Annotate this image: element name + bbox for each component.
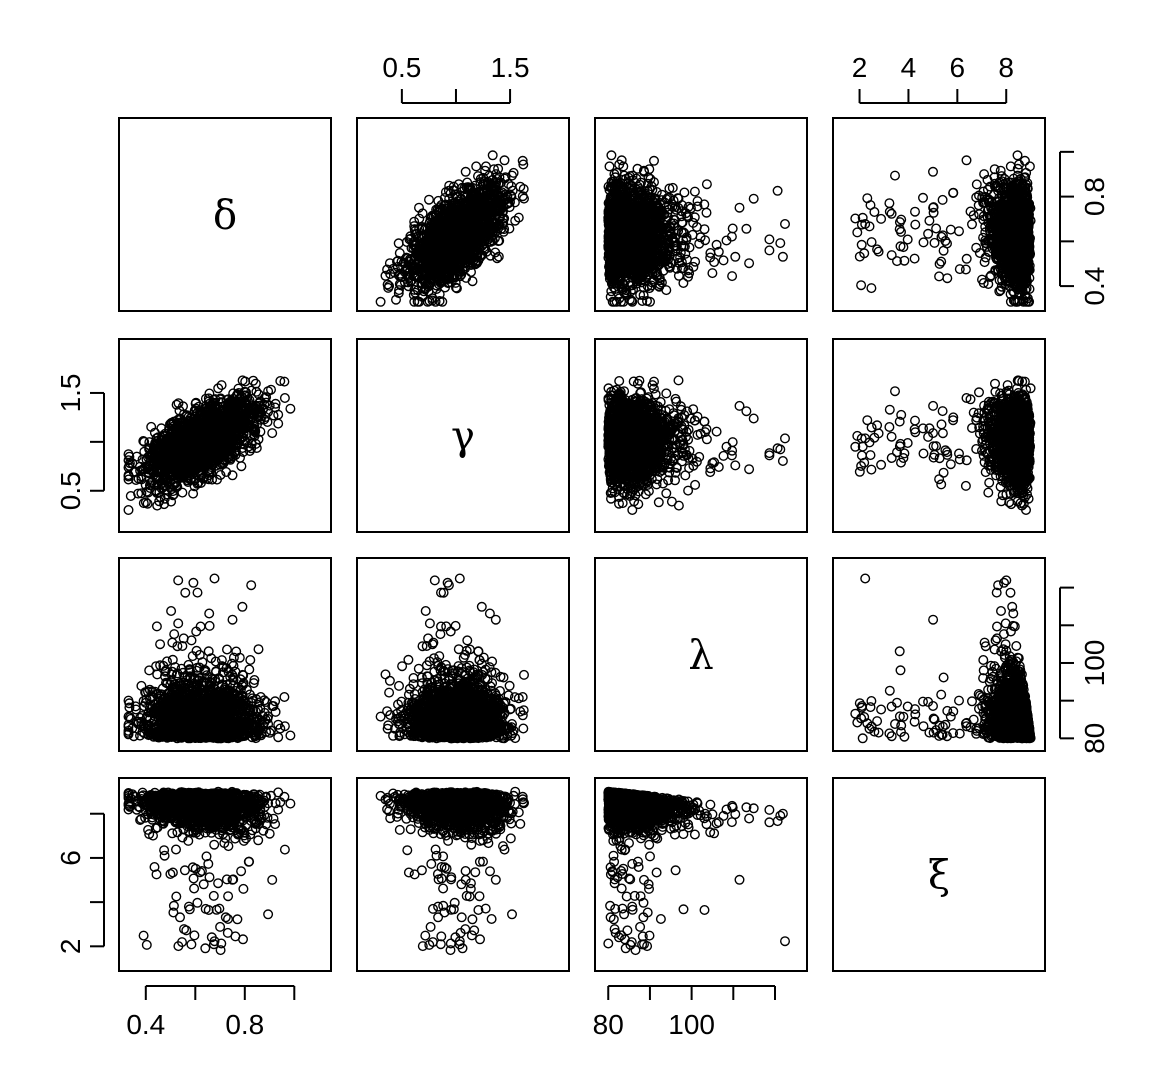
point xyxy=(773,187,782,196)
point xyxy=(425,195,434,204)
panel-r0-c3 xyxy=(833,118,1045,311)
point xyxy=(874,247,883,256)
point xyxy=(745,259,754,268)
point xyxy=(924,230,933,239)
panel-r0-c2 xyxy=(595,118,807,311)
point xyxy=(708,269,717,278)
point xyxy=(728,272,737,281)
point xyxy=(749,194,758,203)
point xyxy=(919,194,928,203)
point xyxy=(765,235,774,244)
point xyxy=(779,252,788,261)
point xyxy=(488,151,497,160)
panel-r0-c0: δ xyxy=(119,118,331,311)
point xyxy=(376,298,385,307)
variable-label-0: δ xyxy=(213,193,237,239)
point xyxy=(781,220,790,229)
point xyxy=(731,252,740,261)
point xyxy=(605,162,614,171)
point xyxy=(962,156,971,165)
point xyxy=(962,254,971,263)
point xyxy=(937,257,946,266)
point xyxy=(691,187,700,196)
point xyxy=(691,257,700,266)
point xyxy=(925,216,934,225)
point xyxy=(500,156,509,165)
point xyxy=(853,228,862,237)
point xyxy=(956,265,965,274)
point xyxy=(938,196,947,205)
point xyxy=(742,225,751,234)
point xyxy=(461,168,470,177)
point xyxy=(932,224,941,233)
point xyxy=(702,208,711,217)
point xyxy=(645,165,654,174)
point xyxy=(943,274,952,283)
point xyxy=(857,281,866,290)
point xyxy=(885,199,894,208)
point xyxy=(394,239,403,248)
point xyxy=(857,241,866,250)
point xyxy=(867,284,876,293)
point xyxy=(728,224,737,233)
point xyxy=(719,256,728,265)
point xyxy=(650,157,659,166)
point xyxy=(911,220,920,229)
point xyxy=(973,180,982,189)
point xyxy=(735,203,744,212)
point xyxy=(1026,162,1035,171)
point xyxy=(990,165,999,174)
point xyxy=(776,239,785,248)
point xyxy=(968,220,977,229)
point xyxy=(607,151,616,160)
point xyxy=(929,168,938,177)
point xyxy=(509,169,518,178)
point xyxy=(949,188,958,197)
point xyxy=(703,180,712,189)
point xyxy=(891,171,900,180)
point xyxy=(472,162,481,171)
panel-r0-c1 xyxy=(357,118,569,311)
point xyxy=(911,207,920,216)
point xyxy=(680,188,689,197)
point xyxy=(935,272,944,281)
point xyxy=(765,246,774,255)
